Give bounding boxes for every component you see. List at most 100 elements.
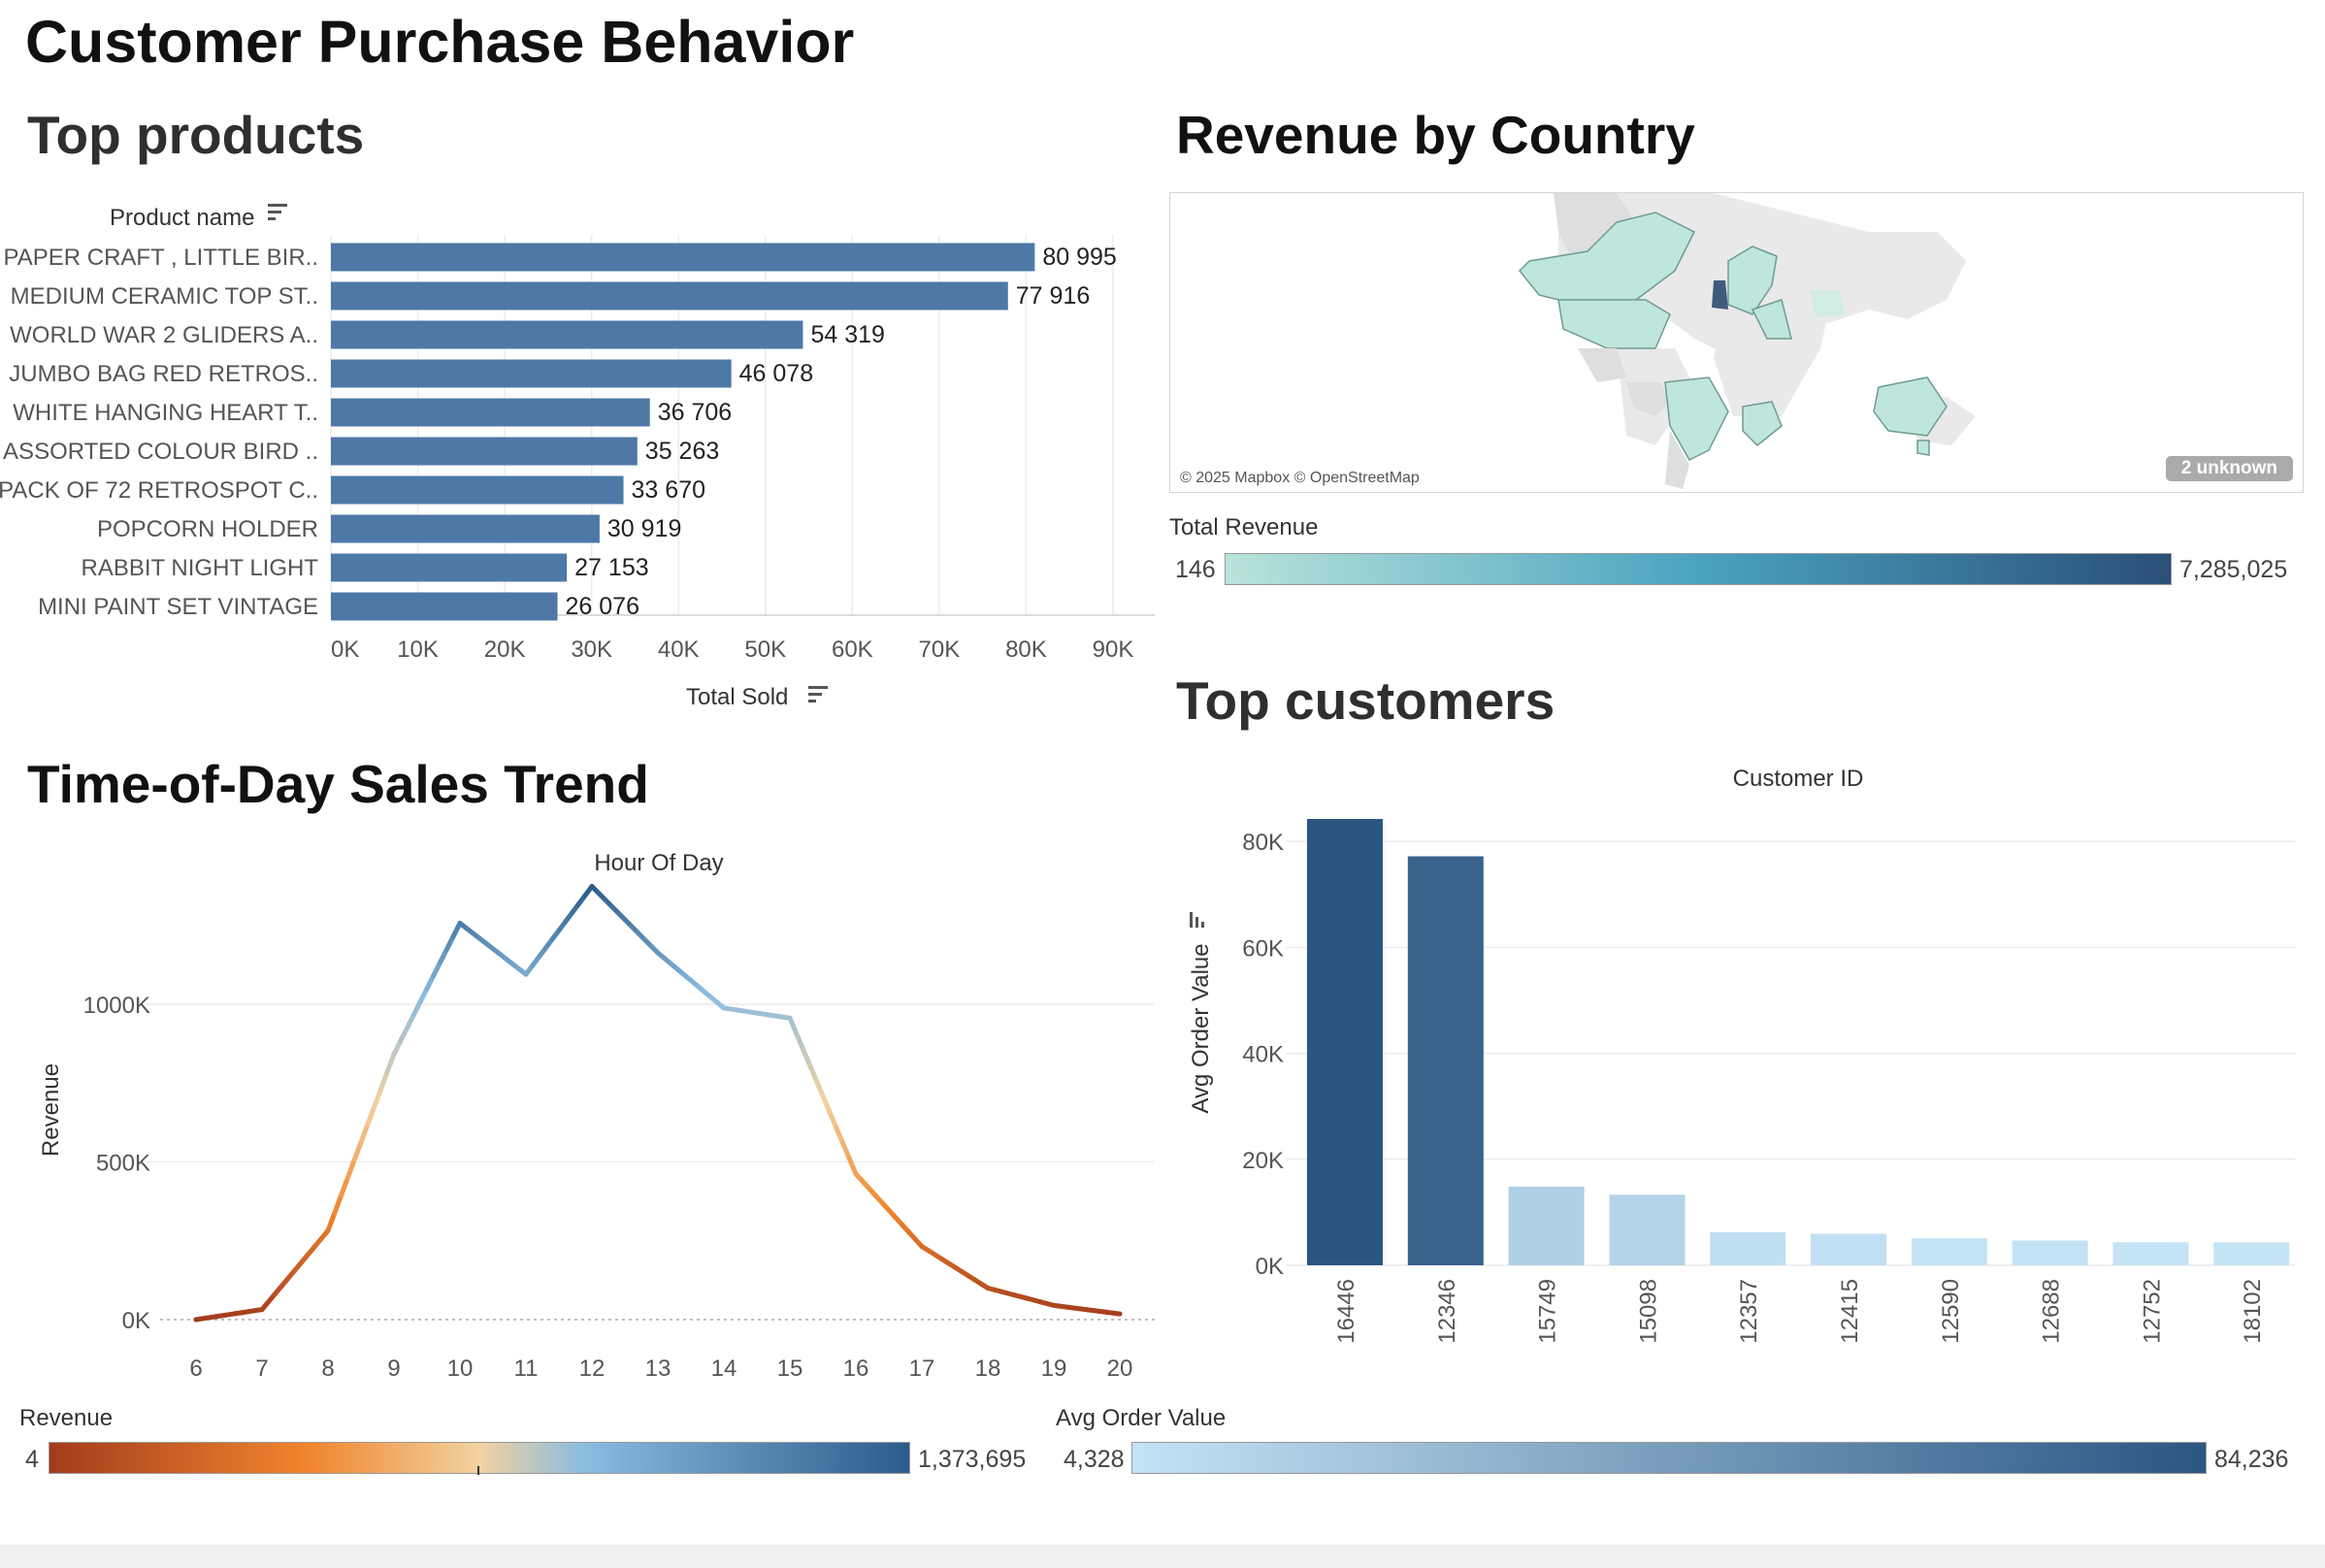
customer-id-label: 16446 [1333,1279,1359,1344]
x-tick-label: 20 [1107,1356,1133,1382]
revenue-line-segment[interactable] [372,1087,383,1110]
revenue-point[interactable] [589,884,595,890]
x-tick-label: 9 [387,1356,400,1382]
revenue-point[interactable] [457,920,463,926]
revenue-line-segment[interactable] [839,1140,852,1161]
top-customers-chart[interactable]: Customer ID 0K 20K 40K 60K 80K Avg Order Val… [1164,747,2325,1349]
revenue-line-segment[interactable] [405,1012,416,1030]
revenue-point[interactable] [919,1244,925,1250]
revenue-line-segment[interactable] [384,1051,397,1075]
revenue-line-segment[interactable] [332,1192,344,1216]
product-bar[interactable] [331,475,624,505]
top-products-chart[interactable]: Product name PAPER CRAFT , LITTLE BIR.. 8… [0,184,1164,728]
x-tick-label: 8 [321,1356,334,1382]
product-bar[interactable] [331,514,600,543]
revenue-point[interactable] [721,1005,727,1011]
revenue-line-segment[interactable] [801,1046,812,1067]
revenue-line-segment[interactable] [358,1122,371,1145]
product-bar[interactable] [331,320,803,349]
x-tick-label: 70K [919,637,961,663]
sort-icon[interactable] [808,686,828,702]
revenue-point[interactable] [391,1051,397,1057]
customer-bar[interactable] [1911,1238,1987,1265]
revenue-line-segment[interactable] [391,1038,404,1057]
x-tick-label: 12 [579,1356,606,1382]
revenue-line-segment[interactable] [438,946,449,965]
revenue-point[interactable] [325,1227,331,1233]
customer-id-label: 12688 [2039,1279,2065,1344]
revenue-line-segment[interactable] [827,1109,839,1130]
bar-value-label: 77 916 [1016,282,1090,310]
revenue-point[interactable] [259,1307,265,1313]
customer-bar[interactable] [2112,1242,2189,1265]
map-attribution: © 2025 Mapbox © OpenStreetMap [1180,470,1420,486]
customer-bar[interactable] [1307,819,1383,1265]
revenue-line-segment[interactable] [424,972,437,992]
revenue-line-segment[interactable] [820,1094,833,1115]
x-tick-label: 15 [777,1356,803,1382]
revenue-line-segment[interactable] [351,1139,364,1163]
sort-icon[interactable] [1190,912,1204,928]
revenue-line-segment[interactable] [431,960,443,978]
customer-bar[interactable] [2012,1240,2088,1265]
y-tick-label: 60K [1242,935,1284,962]
sort-icon[interactable] [268,204,287,220]
customer-bar[interactable] [1710,1232,1786,1265]
bar-value-label: 27 153 [574,554,648,581]
product-bar[interactable] [331,243,1035,272]
revenue-line-segment[interactable] [410,998,423,1018]
product-bar[interactable] [331,592,558,621]
revenue-point[interactable] [193,1317,199,1323]
time-of-day-chart[interactable]: Hour Of Day Revenue 0K 500K 1000K 6 7 8 9 10 11 1… [0,834,1164,1388]
revenue-line-segment[interactable] [339,1175,350,1198]
revenue-line-segment[interactable] [794,1030,806,1052]
revenue-point[interactable] [523,971,529,977]
product-label: RABBIT NIGHT LIGHT [82,555,319,581]
y-tick-label: 1000K [83,993,150,1019]
product-bar[interactable] [331,437,638,466]
x-tick-label: 80K [1005,637,1047,663]
revenue-line-segment[interactable] [443,933,456,952]
product-label: POPCORN HOLDER [97,516,318,542]
revenue-line-segment[interactable] [846,1156,859,1177]
bar-value-label: 26 076 [566,593,639,620]
revenue-line-segment[interactable] [806,1062,819,1084]
customer-bar[interactable] [1811,1233,1886,1265]
revenue-line-segment[interactable] [325,1210,338,1233]
unknown-locations-indicator[interactable]: 2 unknown [2165,456,2293,481]
x-tick-label: 0K [331,637,359,663]
revenue-point[interactable] [985,1286,991,1290]
customer-bar[interactable] [1609,1194,1686,1265]
product-label: WHITE HANGING HEART T.. [13,400,318,426]
revenue-line-segment[interactable] [344,1158,357,1181]
revenue-line-segment[interactable] [834,1125,845,1146]
customer-bar[interactable] [1508,1186,1585,1265]
revenue-line-segment[interactable] [377,1069,390,1093]
customer-bar[interactable] [2213,1242,2290,1265]
avg-order-value-legend-max: 84,236 [2214,1446,2289,1473]
revenue-point[interactable] [1117,1311,1123,1317]
revenue-point[interactable] [787,1015,793,1021]
revenue-line-segment[interactable] [813,1078,826,1099]
revenue-line-segment[interactable] [417,986,430,1004]
customer-bar[interactable] [1407,856,1484,1265]
x-tick-label: 10K [397,637,439,663]
product-bar[interactable] [331,398,650,427]
revenue-point[interactable] [655,950,661,956]
y-tick-label: 40K [1242,1042,1284,1068]
world-map[interactable]: © 2025 Mapbox © OpenStreetMap 2 unknown [1169,192,2304,493]
revenue-point[interactable] [1051,1302,1057,1308]
customer-id-label: 12346 [1434,1279,1460,1344]
product-bar[interactable] [331,281,1008,310]
bar-value-label: 36 706 [658,399,732,426]
y-tick-label: 0K [1256,1254,1284,1280]
revenue-line-segment[interactable] [365,1104,377,1127]
bar-value-label: 46 078 [739,360,813,387]
revenue-point[interactable] [853,1171,859,1177]
y-tick-label: 80K [1242,830,1284,856]
y-tick-label: 500K [96,1151,150,1177]
product-bar[interactable] [331,359,732,388]
product-bar[interactable] [331,553,568,582]
revenue-line-segment[interactable] [398,1025,410,1044]
revenue-line-segment[interactable] [787,1015,800,1036]
